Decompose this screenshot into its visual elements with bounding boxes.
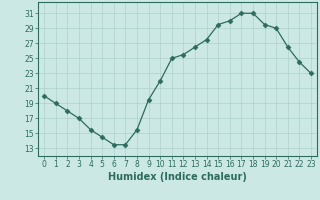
X-axis label: Humidex (Indice chaleur): Humidex (Indice chaleur) (108, 172, 247, 182)
